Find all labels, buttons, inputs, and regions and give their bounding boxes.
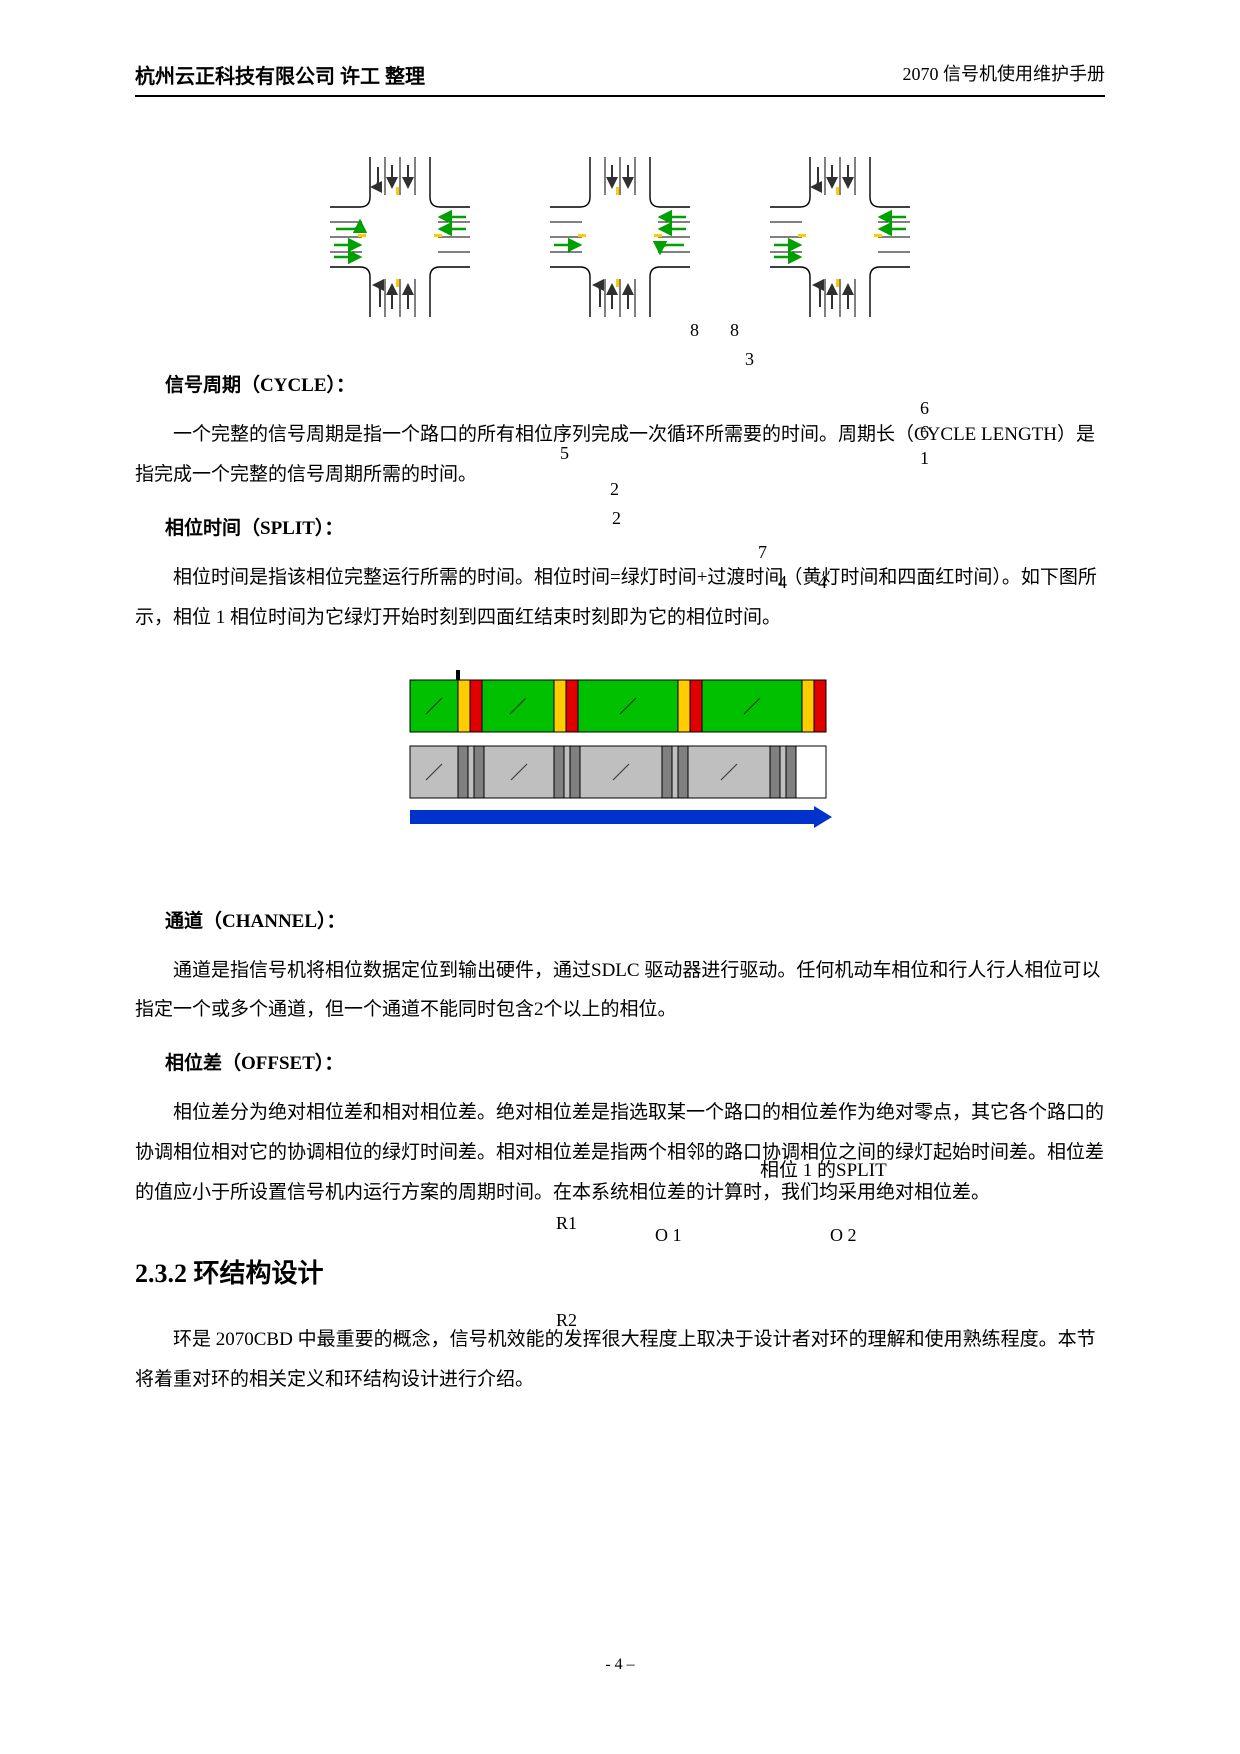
- heading-split: 相位时间（SPLIT）：: [165, 513, 1105, 540]
- para-split: 相位时间是指该相位完整运行所需的时间。相位时间=绿灯时间+过渡时间（黄灯时间和四…: [135, 558, 1105, 638]
- float-r2: R2: [556, 1310, 577, 1331]
- float-6a: 6: [920, 398, 929, 419]
- float-5: 5: [560, 443, 569, 464]
- page-number: - 4 –: [0, 1656, 1240, 1674]
- float-4b: 4: [818, 572, 827, 593]
- heading-ring: 2.3.2 环结构设计: [135, 1253, 1105, 1290]
- heading-cycle: 信号周期（CYCLE）：: [165, 370, 1105, 397]
- float-3: 3: [745, 349, 754, 370]
- intersection-svg: [300, 137, 940, 347]
- heading-offset: 相位差（OFFSET）：: [165, 1048, 1105, 1075]
- para-channel: 通道是指信号机将相位数据定位到输出硬件，通过SDLC 驱动器进行驱动。任何机动车…: [135, 951, 1105, 1031]
- heading-channel: 通道（CHANNEL）：: [165, 906, 1105, 933]
- float-r1: R1: [556, 1213, 577, 1234]
- float-7: 7: [758, 542, 767, 563]
- para-cycle: 一个完整的信号周期是指一个路口的所有相位序列完成一次循环所需要的时间。周期长（C…: [135, 415, 1105, 495]
- header-company: 杭州云正科技有限公司 许工 整理: [135, 60, 425, 89]
- float-o2: O 2: [830, 1225, 857, 1246]
- float-o1: O 1: [655, 1225, 682, 1246]
- page-header: 杭州云正科技有限公司 许工 整理 2070 信号机使用维护手册: [135, 60, 1105, 97]
- para-offset: 相位差分为绝对相位差和相对相位差。绝对相位差是指选取某一个路口的相位差作为绝对零…: [135, 1093, 1105, 1213]
- float-8b: 8: [730, 320, 739, 341]
- timing-diagram: [135, 658, 1105, 888]
- float-8a: 8: [690, 320, 699, 341]
- float-6b: 6: [920, 422, 929, 443]
- timing-svg: [390, 668, 850, 853]
- float-1: 1: [920, 448, 929, 469]
- para-ring: 环是 2070CBD 中最重要的概念，信号机效能的发挥很大程度上取决于设计者对环…: [135, 1320, 1105, 1400]
- intersection-diagram: [135, 137, 1105, 352]
- float-2b: 2: [612, 508, 621, 529]
- header-doc-title: 2070 信号机使用维护手册: [903, 60, 1106, 89]
- float-split-label: 相位 1 的SPLIT: [760, 1155, 887, 1182]
- float-2a: 2: [610, 479, 619, 500]
- float-4a: 4: [778, 572, 787, 593]
